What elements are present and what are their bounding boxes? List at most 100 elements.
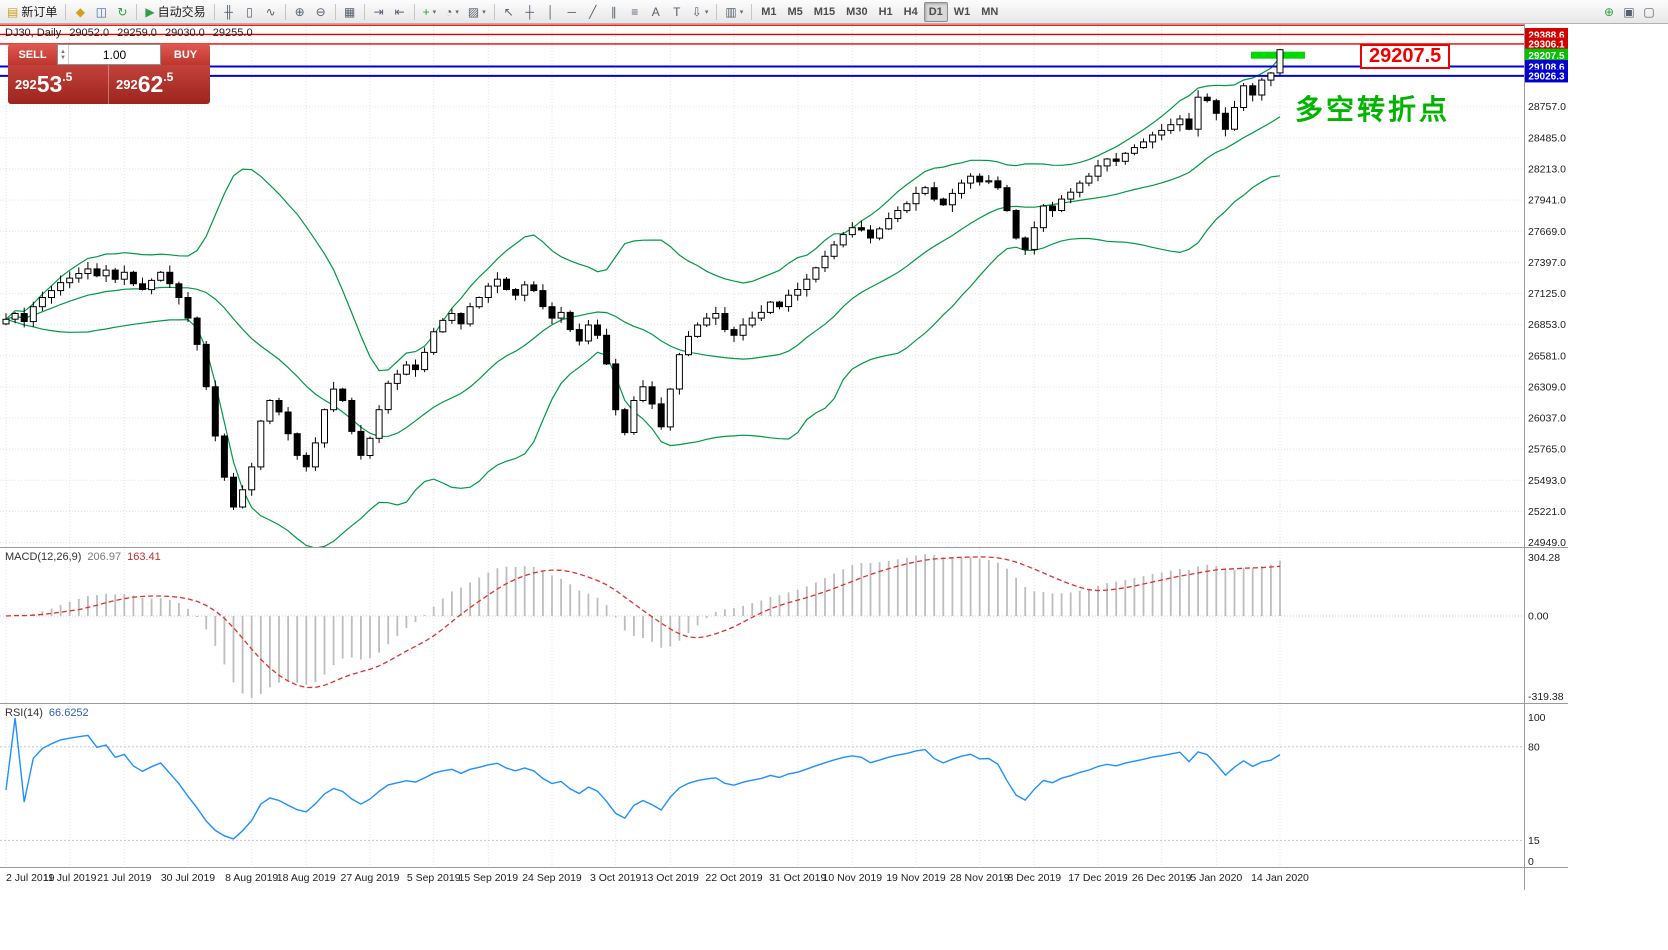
date-tick-label: 14 Jan 2020 bbox=[1251, 872, 1309, 884]
refresh-icon: ↻ bbox=[117, 4, 128, 19]
spinner-down-icon[interactable]: ▼ bbox=[60, 54, 66, 61]
equidistant-channel-icon[interactable]: ∥ bbox=[604, 2, 624, 22]
shapes-icon[interactable]: ▥ ▾ bbox=[721, 2, 747, 22]
timeframe-h4[interactable]: H4 bbox=[899, 2, 923, 22]
bollinger-middle-band[interactable] bbox=[5, 116, 1281, 438]
price-tick-label: 28213.0 bbox=[1528, 163, 1566, 175]
macd-signal-line[interactable] bbox=[5, 556, 1281, 689]
horizontal-line-icon: ─ bbox=[567, 4, 577, 19]
timeframe-d1[interactable]: D1 bbox=[923, 1, 948, 22]
text-icon[interactable]: A bbox=[646, 2, 666, 22]
bar-chart-icon[interactable]: ╫ bbox=[219, 2, 239, 22]
timeframe-m15-label: M15 bbox=[813, 5, 836, 18]
price-level-badge-label: 29108.6 bbox=[1528, 62, 1565, 73]
date-tick-label: 27 Aug 2019 bbox=[341, 872, 400, 884]
fibonacci-icon[interactable]: ≡ bbox=[625, 2, 645, 22]
indicators-icon[interactable]: + ▾ bbox=[419, 2, 441, 22]
timeframe-m5[interactable]: M5 bbox=[782, 2, 807, 22]
chart-shift-icon: ⇤ bbox=[394, 4, 405, 19]
text-label-icon[interactable]: T bbox=[667, 2, 687, 22]
trendline-icon[interactable]: ╱ bbox=[583, 2, 603, 22]
date-tick-label: 18 Aug 2019 bbox=[277, 872, 336, 884]
crosshair-icon: ┼ bbox=[525, 4, 535, 19]
new-window-icon[interactable]: ▣ bbox=[1619, 2, 1639, 22]
fibonacci-icon: ≡ bbox=[631, 4, 639, 19]
vertical-line-icon: │ bbox=[547, 4, 555, 19]
candlestick-series[interactable] bbox=[2, 49, 1284, 510]
price-level-badge-label: 29026.3 bbox=[1528, 72, 1565, 83]
buy-price-prefix: 292 bbox=[116, 77, 138, 92]
date-tick-label: 21 Jul 2019 bbox=[97, 872, 151, 884]
timeframe-m15[interactable]: M15 bbox=[809, 2, 840, 22]
timeframe-m1-label: M1 bbox=[761, 5, 777, 18]
gold-icon[interactable]: ◆ bbox=[70, 2, 90, 22]
sell-button[interactable]: SELL bbox=[8, 44, 57, 65]
date-tick-label: 22 Oct 2019 bbox=[705, 872, 762, 884]
volume-spinner[interactable]: ▲ ▼ bbox=[58, 45, 69, 64]
toolbar-separator bbox=[413, 3, 415, 20]
price-tick-label: 27397.0 bbox=[1528, 257, 1566, 269]
zoom-out-icon[interactable]: ⊖ bbox=[311, 2, 331, 22]
timeframe-h1[interactable]: H1 bbox=[874, 2, 898, 22]
bollinger-bands[interactable] bbox=[5, 57, 1281, 549]
arrows-icon[interactable]: ⇩ ▾ bbox=[688, 2, 713, 22]
date-tick-label: 24 Sep 2019 bbox=[522, 872, 582, 884]
ohlc-open: 29052.0 bbox=[69, 27, 110, 39]
auto-trading-icon: ▶ bbox=[145, 4, 155, 19]
new-order-button[interactable]: ▤ 新订单 bbox=[3, 2, 61, 22]
auto-scroll-icon[interactable]: ⇥ bbox=[369, 2, 389, 22]
tile-windows-icon[interactable]: ▦ bbox=[340, 2, 360, 22]
window-list-icon[interactable]: ▢ bbox=[1639, 2, 1659, 22]
price-level-badge-label: 29207.5 bbox=[1528, 51, 1565, 62]
price-axis[interactable]: 28757.0 28485.0 28213.0 27941.0 27669.0 27397… bbox=[1525, 27, 1568, 868]
gold-icon: ◆ bbox=[75, 4, 85, 19]
timeframe-m1[interactable]: M1 bbox=[756, 2, 781, 22]
date-tick-label: 30 Jul 2019 bbox=[161, 872, 215, 884]
timeframe-mn[interactable]: MN bbox=[976, 2, 1003, 22]
chart-symbol-period: DJ30, Daily bbox=[5, 27, 62, 39]
spinner-up-icon[interactable]: ▲ bbox=[60, 48, 66, 55]
templates-icon[interactable]: ▨ ▾ bbox=[464, 2, 490, 22]
timeframe-m30[interactable]: M30 bbox=[841, 2, 872, 22]
zoom-in-icon: ⊕ bbox=[294, 4, 305, 19]
chart-shift-icon[interactable]: ⇤ bbox=[390, 2, 410, 22]
buy-button[interactable]: BUY bbox=[161, 44, 210, 65]
price-alert-label[interactable]: 29207.5 bbox=[1360, 44, 1451, 69]
new-order-button-label: 新订单 bbox=[21, 5, 58, 19]
candlestick-chart-icon[interactable]: ▯ bbox=[240, 2, 260, 22]
find-symbol-icon[interactable]: ⊕ bbox=[1599, 2, 1619, 22]
volume-input[interactable] bbox=[69, 45, 160, 64]
rsi-line[interactable] bbox=[5, 717, 1281, 840]
vertical-line-icon[interactable]: │ bbox=[541, 2, 561, 22]
line-chart-icon[interactable]: ∿ bbox=[261, 2, 281, 22]
tile-windows-icon: ▦ bbox=[343, 4, 356, 19]
date-tick-label: 26 Dec 2019 bbox=[1132, 872, 1192, 884]
cursor-icon: ↖ bbox=[503, 4, 514, 19]
zoom-in-icon[interactable]: ⊕ bbox=[290, 2, 310, 22]
timeframe-w1[interactable]: W1 bbox=[949, 2, 976, 22]
accounts-icon: ◫ bbox=[95, 4, 108, 19]
price-tick-label: 27125.0 bbox=[1528, 288, 1566, 300]
date-tick-label: 8 Aug 2019 bbox=[225, 872, 278, 884]
periods-icon[interactable]: ◔ ▾ bbox=[441, 2, 463, 22]
sell-price-button[interactable]: 292 53 .5 bbox=[8, 65, 109, 104]
ohlc-low: 29030.0 bbox=[164, 27, 205, 39]
auto-trading-button[interactable]: ▶ 自动交易 bbox=[141, 2, 209, 22]
bollinger-upper-band[interactable] bbox=[5, 57, 1281, 372]
window-list-icon: ▢ bbox=[1643, 4, 1655, 19]
annotation-text[interactable]: 多空转折点 bbox=[1295, 94, 1451, 125]
macd-histogram[interactable] bbox=[6, 554, 1281, 698]
chart-canvas[interactable]: 28757.0 28485.0 28213.0 27941.0 27669.0 27397… bbox=[0, 24, 1568, 890]
accounts-icon[interactable]: ◫ bbox=[91, 2, 111, 22]
date-tick-label: 3 Oct 2019 bbox=[590, 872, 642, 884]
price-tick-label: 28485.0 bbox=[1528, 132, 1566, 144]
horizontal-line-icon[interactable]: ─ bbox=[562, 2, 582, 22]
price-tick-label: 25493.0 bbox=[1528, 475, 1566, 487]
cursor-icon[interactable]: ↖ bbox=[499, 2, 519, 22]
macd-value-signal: 163.41 bbox=[127, 551, 161, 563]
buy-price-button[interactable]: 292 62 .5 bbox=[109, 65, 210, 104]
crosshair-icon[interactable]: ┼ bbox=[520, 2, 540, 22]
date-tick-label: 31 Oct 2019 bbox=[769, 872, 826, 884]
refresh-icon[interactable]: ↻ bbox=[112, 2, 132, 22]
